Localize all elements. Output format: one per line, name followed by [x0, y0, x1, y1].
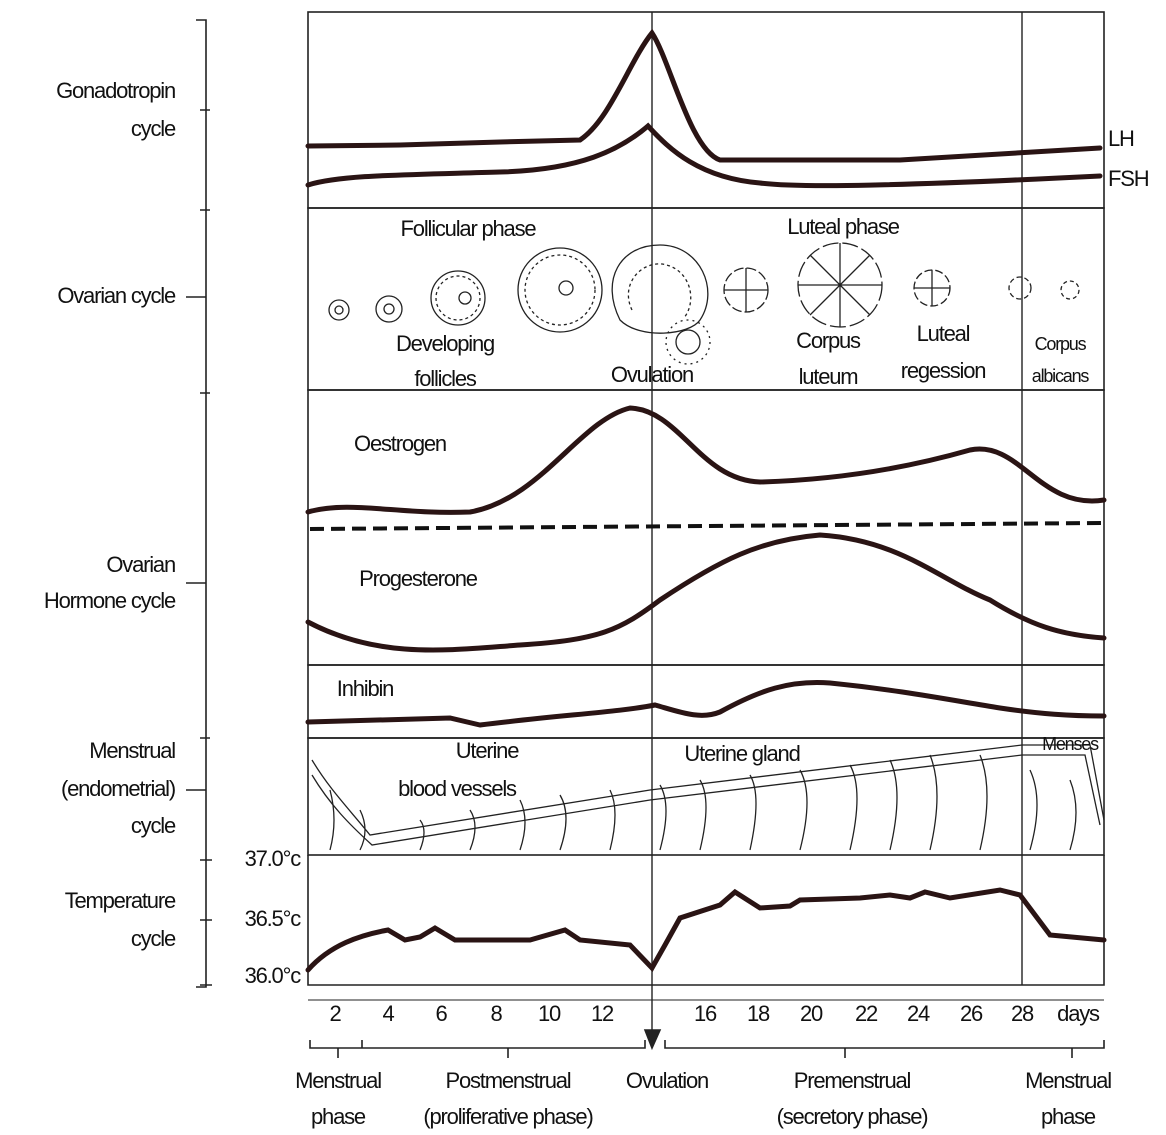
phase-name: (proliferative phase) [423, 1104, 592, 1129]
stage-label: luteum [799, 364, 858, 389]
row-label: cycle [131, 926, 176, 951]
stage-label: Corpus [1035, 334, 1087, 354]
hormone-label: Progesterone [359, 566, 478, 591]
day-label: 4 [382, 1001, 394, 1026]
endometrium-label: Uterine [456, 738, 519, 763]
phase-name: Menstrual [1025, 1068, 1111, 1093]
stage-label: Ovulation [611, 362, 693, 387]
day-label: 18 [747, 1001, 770, 1026]
day-label: 28 [1011, 1001, 1034, 1026]
curves [305, 28, 1107, 973]
phase-name: Ovulation [626, 1068, 708, 1093]
day-label: 26 [960, 1001, 983, 1026]
day-label: 8 [490, 1001, 502, 1026]
stage-label: Luteal [917, 321, 970, 346]
stage-label: regession [901, 358, 986, 383]
row-label: cycle [131, 813, 176, 838]
day-label: days [1057, 1001, 1100, 1026]
row-label: cycle [131, 116, 176, 141]
day-label: 12 [591, 1001, 614, 1026]
temp-tick-label: 36.5°c [245, 906, 302, 931]
stage-label: follicles [414, 366, 477, 391]
row-label: Gonadotropin [56, 78, 175, 103]
hormone-label: FSH [1108, 166, 1149, 191]
temp-tick-label: 36.0°c [245, 963, 302, 988]
hormone-label: LH [1108, 126, 1134, 151]
phase-name: phase [1041, 1104, 1096, 1129]
hormone-label: Inhibin [337, 676, 393, 701]
stage-label: Corpus [796, 328, 861, 353]
day-label: 10 [538, 1001, 561, 1026]
phase-brackets [309, 1029, 1105, 1058]
stage-label: albicans [1032, 366, 1090, 386]
row-label: Hormone cycle [44, 588, 176, 613]
row-label: Ovarian [106, 552, 175, 577]
phase-label: Luteal phase [787, 214, 900, 239]
row-label: Menstrual [89, 738, 175, 763]
left-axis [186, 19, 212, 988]
phase-name: (secretory phase) [777, 1104, 928, 1129]
day-label: 6 [435, 1001, 447, 1026]
temp-tick-label: 37.0°c [245, 846, 302, 871]
hormone-label: Oestrogen [354, 431, 446, 456]
endometrium-label: Uterine gland [684, 741, 799, 766]
row-label: Ovarian cycle [57, 283, 176, 308]
phase-name: Menstrual [295, 1068, 381, 1093]
endometrium-label: Menses [1042, 734, 1099, 754]
endometrium [311, 744, 1105, 851]
day-label: 2 [329, 1001, 341, 1026]
row-label: (endometrial) [61, 776, 175, 801]
row-label: Temperature [65, 888, 176, 913]
phase-name: phase [311, 1104, 366, 1129]
day-label: 20 [800, 1001, 823, 1026]
follicles [328, 242, 1080, 365]
phase-name: Premenstrual [794, 1068, 911, 1093]
panels [307, 11, 1105, 1040]
stage-label: Developing [396, 331, 494, 356]
day-label: 24 [907, 1001, 930, 1026]
day-label: 16 [694, 1001, 717, 1026]
day-label: 22 [855, 1001, 878, 1026]
phase-name: Postmenstrual [445, 1068, 570, 1093]
phase-label: Follicular phase [401, 216, 537, 241]
endometrium-label: blood vessels [398, 776, 517, 801]
